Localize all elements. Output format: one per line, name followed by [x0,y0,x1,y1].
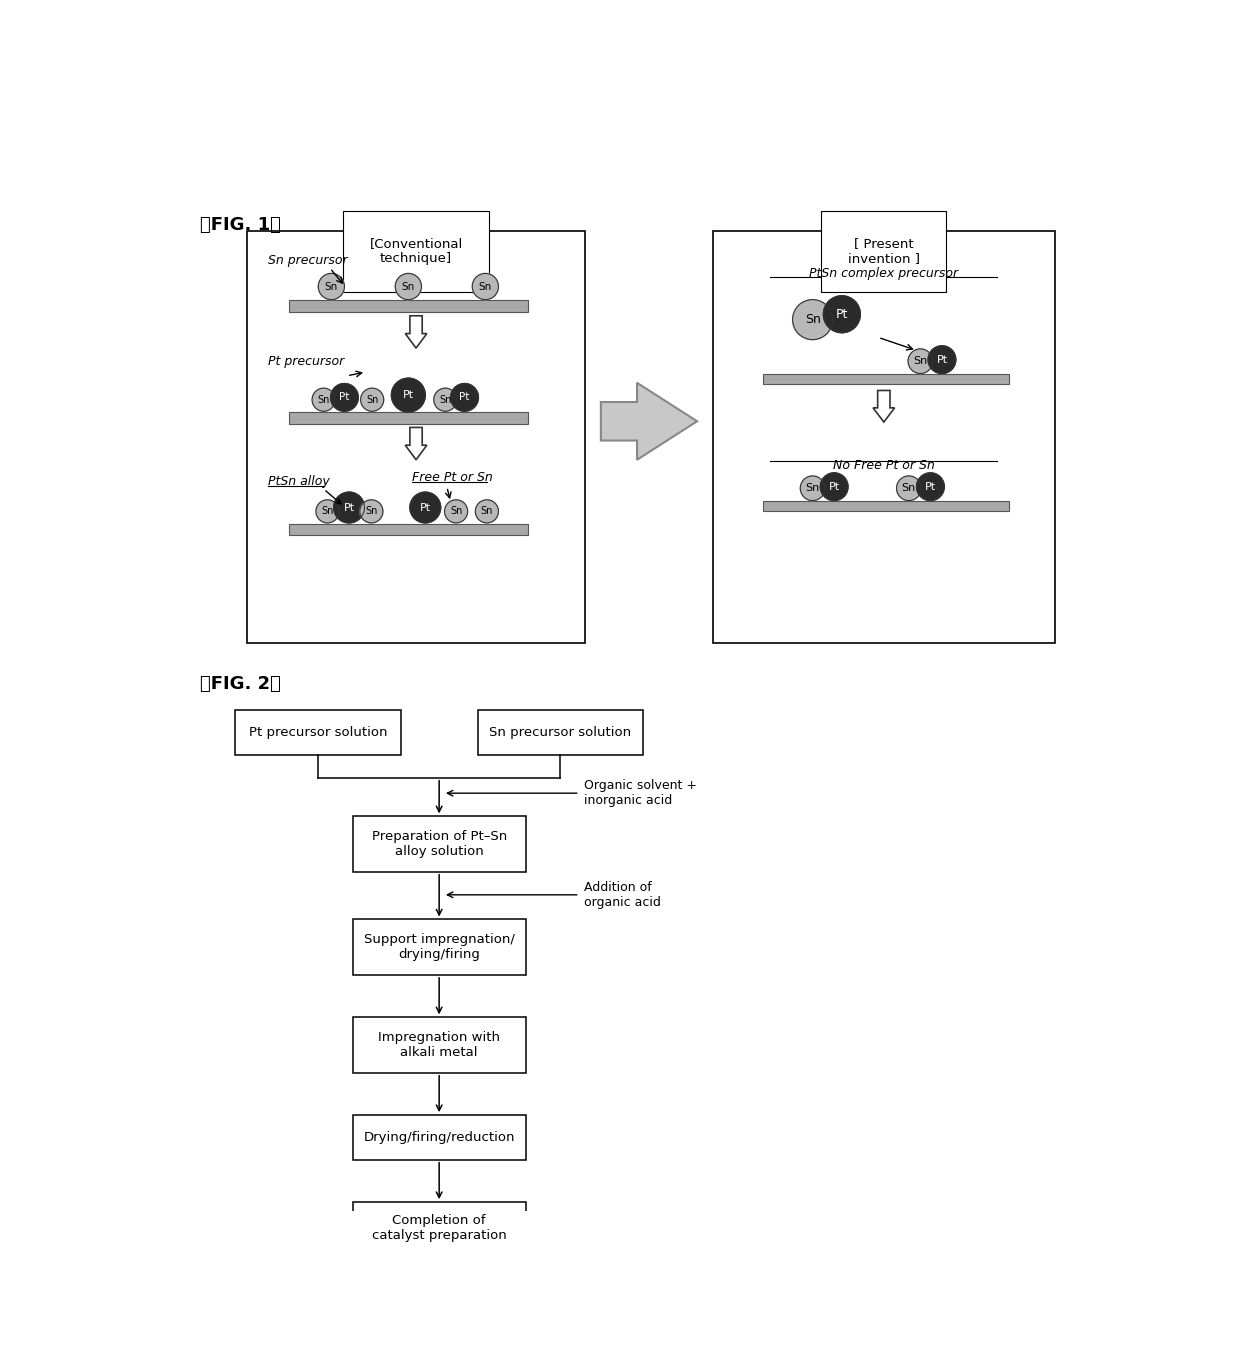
Text: Support impregnation/
drying/firing: Support impregnation/ drying/firing [363,934,515,961]
Polygon shape [601,382,697,460]
Text: Sn: Sn [321,506,334,516]
Circle shape [475,499,498,523]
Text: Organic solvent +
inorganic acid: Organic solvent + inorganic acid [584,780,697,807]
Bar [713,231,1055,642]
Bar [352,1115,526,1160]
Bar [477,710,644,755]
Text: Sn: Sn [366,506,377,516]
Text: Pt: Pt [836,308,848,321]
Text: [ Present
invention ]: [ Present invention ] [848,237,920,265]
Text: Pt precursor: Pt precursor [268,355,345,369]
Circle shape [800,476,825,501]
Bar [247,231,585,642]
Polygon shape [873,391,894,422]
Bar [352,817,526,871]
Circle shape [331,384,358,411]
Text: Pt: Pt [925,482,936,491]
Text: Pt: Pt [340,392,350,403]
Text: Sn: Sn [450,506,463,516]
Bar [352,1017,526,1072]
Circle shape [319,274,345,299]
Text: Pt: Pt [828,482,839,491]
Text: Sn: Sn [439,395,451,404]
Circle shape [361,388,383,411]
Circle shape [823,295,861,332]
Text: 【FIG. 2】: 【FIG. 2】 [201,675,281,693]
Text: Sn precursor solution: Sn precursor solution [490,725,631,739]
Circle shape [928,346,956,373]
Text: Pt: Pt [459,392,470,403]
Text: Pt: Pt [343,502,355,513]
Circle shape [916,472,945,501]
Text: Addition of
organic acid: Addition of organic acid [584,881,661,909]
Text: Sn: Sn [901,483,916,493]
Bar [289,524,528,535]
Bar [289,412,528,423]
Polygon shape [405,427,427,460]
Text: Sn: Sn [479,282,492,291]
Circle shape [410,493,440,523]
Bar [289,301,528,312]
Circle shape [472,274,498,299]
Circle shape [821,472,848,501]
Text: Pt precursor solution: Pt precursor solution [249,725,387,739]
Circle shape [316,499,339,523]
Text: Completion of
catalyst preparation: Completion of catalyst preparation [372,1214,506,1243]
Circle shape [908,348,932,373]
Circle shape [392,378,425,412]
Text: Sn: Sn [914,357,928,366]
Circle shape [792,299,832,340]
Text: Sn: Sn [805,313,821,327]
Circle shape [450,384,479,411]
Polygon shape [405,316,427,348]
Text: Pt: Pt [419,502,430,513]
Bar [352,1202,526,1255]
Text: Impregnation with
alkali metal: Impregnation with alkali metal [378,1032,500,1059]
Text: PtSn alloy: PtSn alloy [268,475,330,487]
Text: Sn: Sn [402,282,415,291]
Text: Pt: Pt [936,355,947,365]
Circle shape [444,499,467,523]
Text: Free Pt or Sn: Free Pt or Sn [412,471,494,485]
Circle shape [360,499,383,523]
Text: Sn: Sn [481,506,494,516]
Text: Sn: Sn [806,483,820,493]
Circle shape [334,493,365,523]
Text: No Free Pt or Sn: No Free Pt or Sn [833,460,935,472]
Bar [763,501,1009,512]
Bar [763,373,1009,384]
Text: Sn: Sn [366,395,378,404]
Text: 【FIG. 1】: 【FIG. 1】 [201,215,281,234]
Text: Drying/firing/reduction: Drying/firing/reduction [363,1131,515,1143]
Text: Preparation of Pt–Sn
alloy solution: Preparation of Pt–Sn alloy solution [372,830,507,857]
Text: Pt: Pt [403,391,414,400]
Text: [Conventional
technique]: [Conventional technique] [370,237,463,265]
Circle shape [434,388,456,411]
Bar [352,920,526,974]
Circle shape [897,476,921,501]
Bar [236,710,401,755]
Text: Sn: Sn [325,282,339,291]
Text: PtSn complex precursor: PtSn complex precursor [810,267,959,280]
Text: Sn: Sn [317,395,330,404]
Text: Sn precursor: Sn precursor [268,255,348,267]
Circle shape [396,274,422,299]
Circle shape [312,388,335,411]
